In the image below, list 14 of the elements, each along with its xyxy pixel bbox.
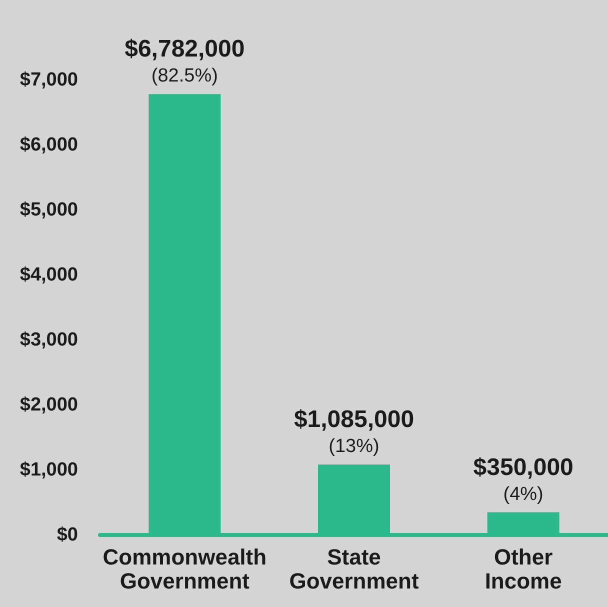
y-tick-label: $5,000 [20, 200, 78, 220]
x-tick-label: Commonwealth Government [102, 544, 267, 594]
x-tick-label: State Government [289, 544, 420, 594]
annotation: $1,085,000 (13%) [294, 406, 414, 457]
y-tick-label: $4,000 [20, 264, 78, 286]
y-tick-label: $2,000 [20, 394, 78, 416]
y-tick-label: $3,000 [20, 330, 78, 350]
annotation: $6,782,000 (82.5%) [124, 36, 245, 87]
y-tick-label: $0 [56, 524, 78, 546]
x-tick-label: Other Income [484, 544, 562, 594]
y-tick-label: $1,000 [20, 460, 78, 480]
annotation: $350,000 (4%) [473, 454, 574, 505]
y-tick-label: $6,000 [20, 134, 78, 156]
y-tick-label: $7,000 [20, 70, 78, 90]
